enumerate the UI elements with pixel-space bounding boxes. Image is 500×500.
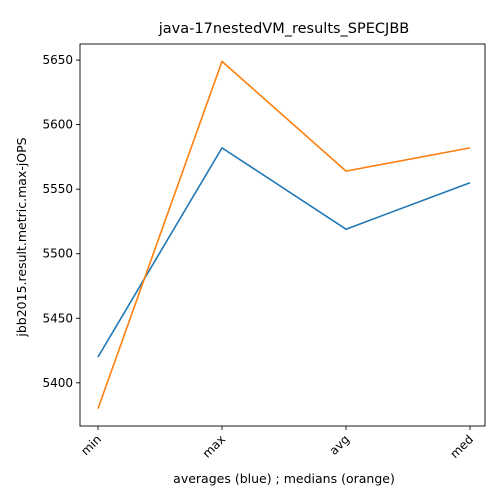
y-tick-label: 5500	[42, 247, 73, 261]
y-tick-label: 5550	[42, 182, 73, 196]
plot-area	[79, 43, 486, 427]
series-line-2	[97, 60, 471, 409]
y-axis-label: jbb2015.result.metric.max-jOPS	[14, 137, 29, 337]
plot-frame	[79, 43, 486, 427]
x-axis-label: averages (blue) ; medians (orange)	[173, 471, 395, 486]
y-tick-label: 5650	[42, 53, 73, 67]
y-axis: 5400 5450 5500 5550 5600 5650	[42, 53, 80, 390]
chart-title: java-17nestedVM_results_SPECJBB	[158, 21, 409, 37]
y-tick-label: 5400	[42, 376, 73, 390]
y-tick-label: 5450	[42, 311, 73, 325]
series-line-1	[97, 147, 471, 358]
y-tick-label: 5600	[42, 118, 73, 132]
